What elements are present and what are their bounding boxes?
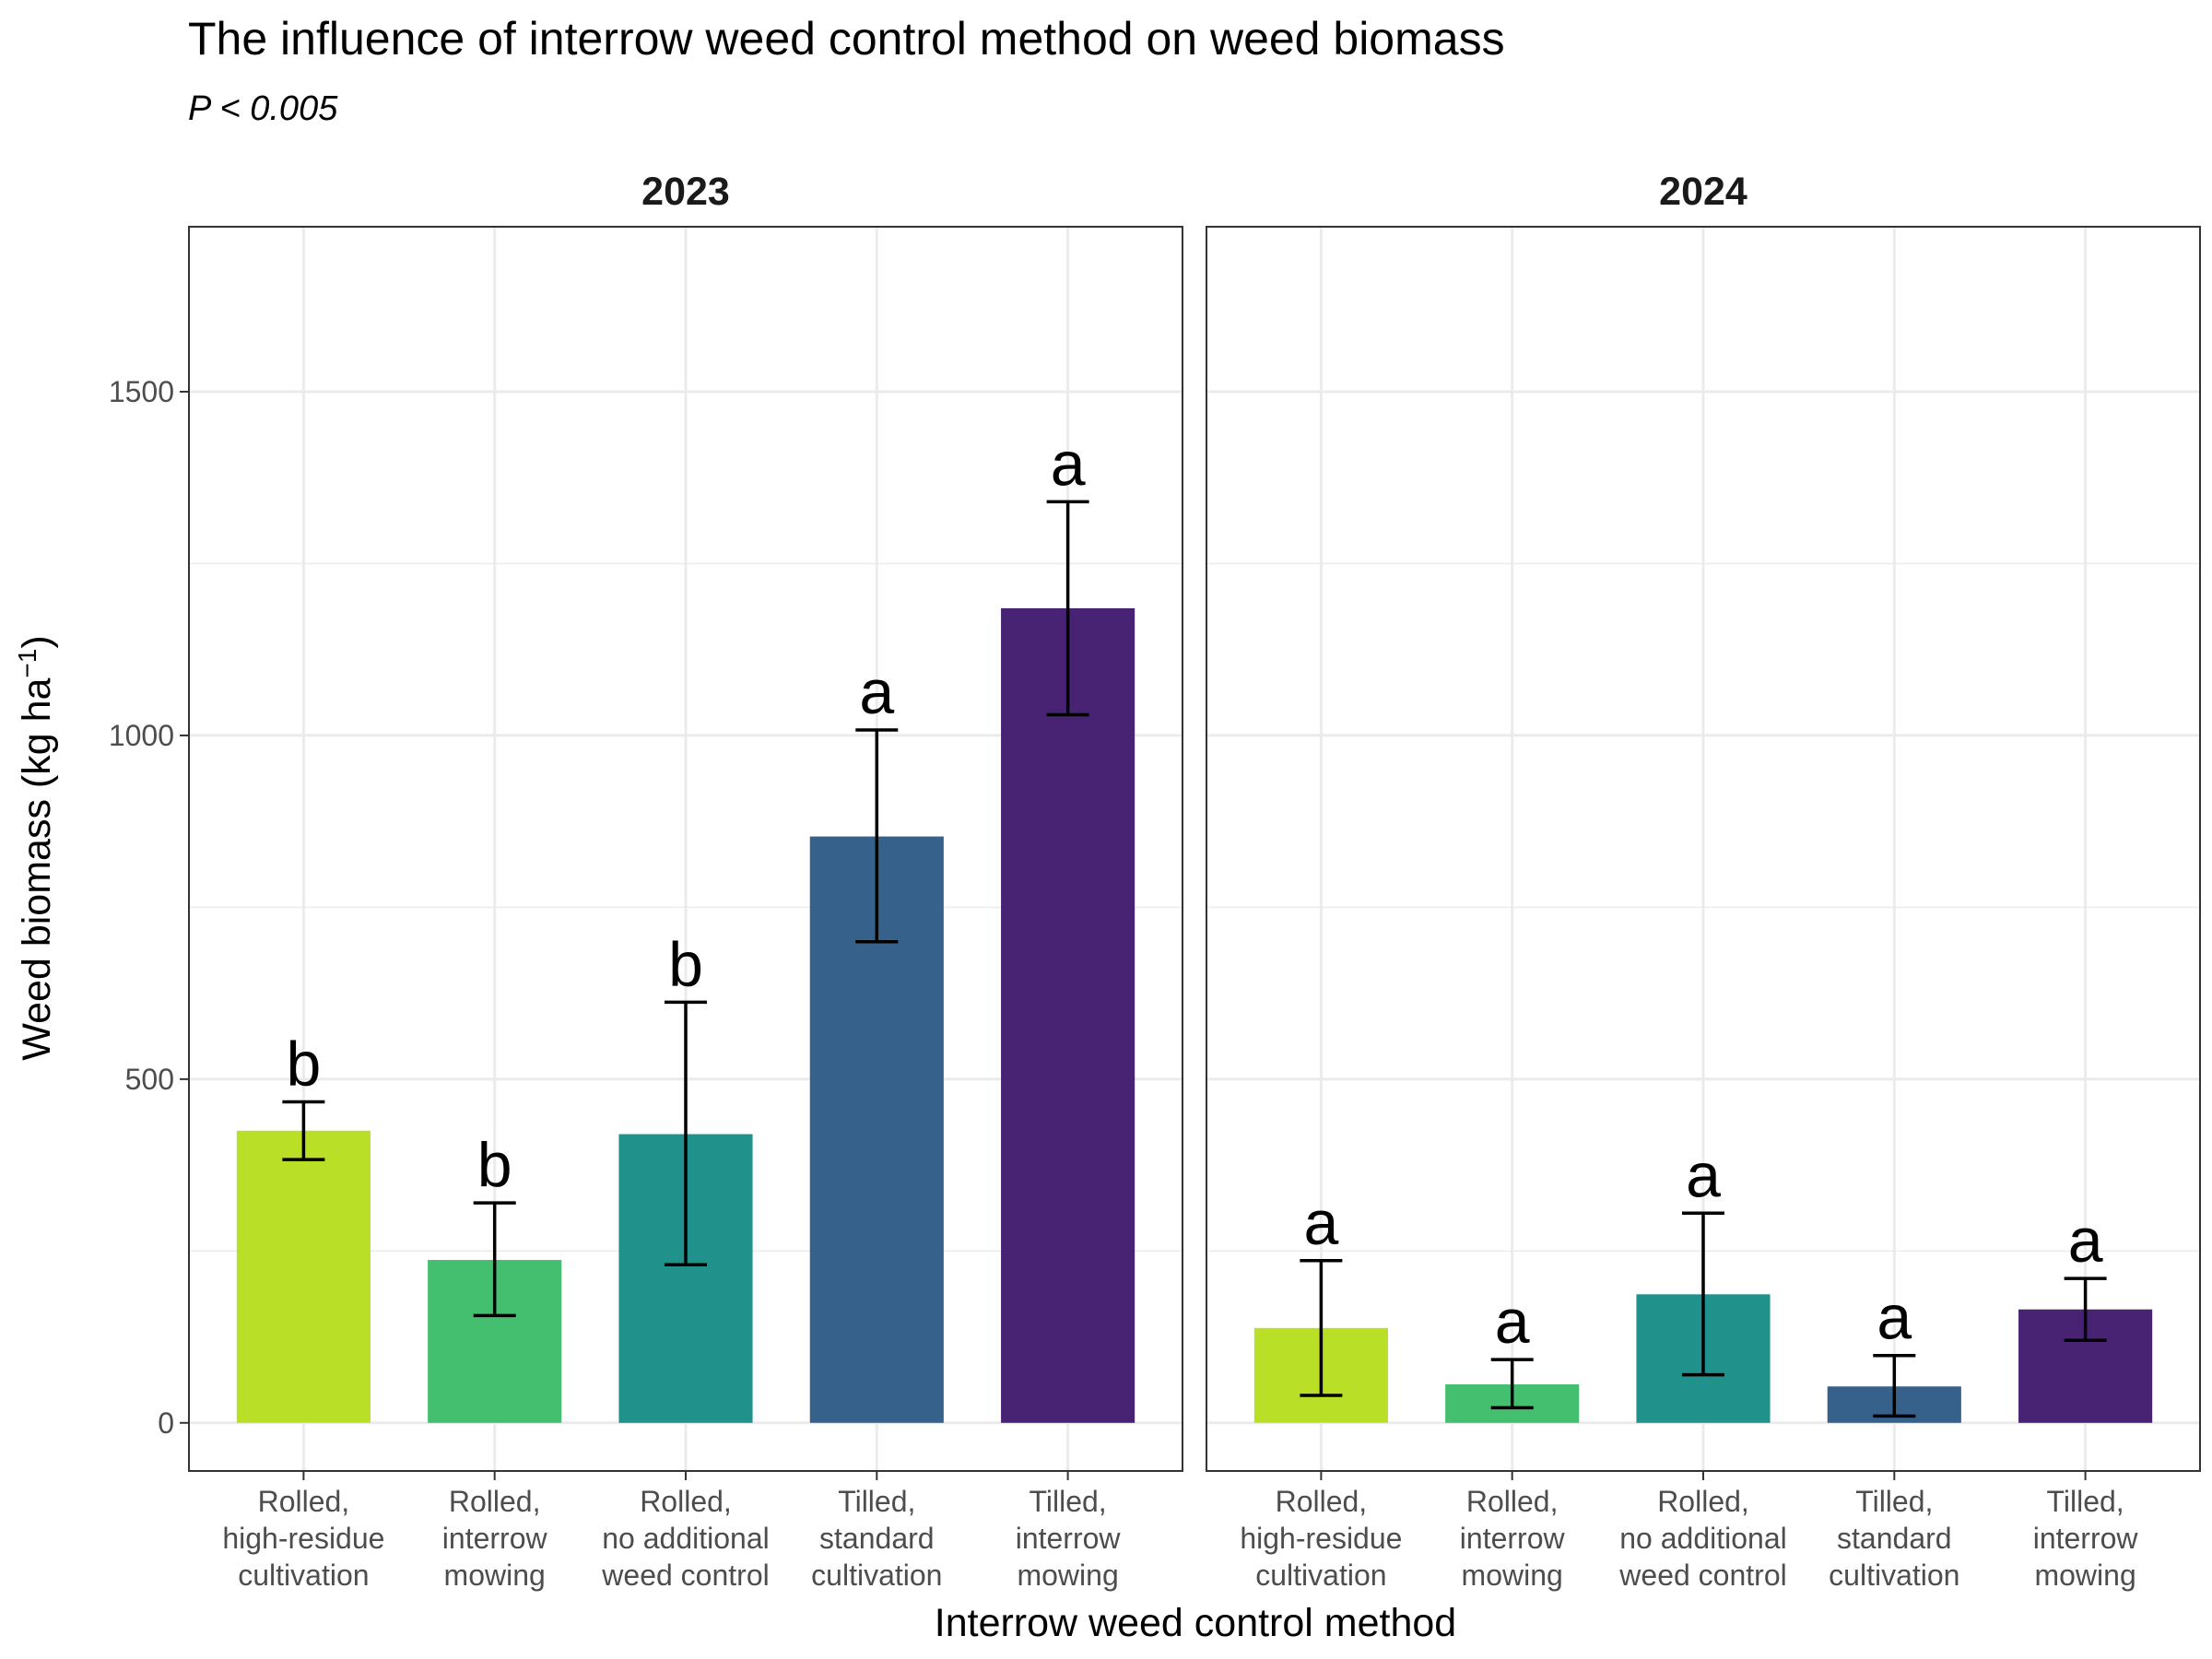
x-tick-label: Rolled, high-residue cultivation xyxy=(222,1485,384,1592)
x-tick-label: Tilled, standard cultivation xyxy=(811,1485,942,1592)
x-tick-label-line: standard xyxy=(819,1522,935,1555)
significance-letter: b xyxy=(477,1130,512,1200)
x-tick-label-line: Rolled, xyxy=(258,1485,350,1518)
chart-title: The influence of interrow weed control m… xyxy=(188,13,1505,65)
bar xyxy=(1001,607,1135,1423)
x-tick-label-line: standard xyxy=(1837,1522,1952,1555)
x-tick-label-line: no additional xyxy=(602,1522,769,1555)
y-tick-label: 1000 xyxy=(109,719,174,752)
x-tick-label: Rolled, interrow mowing xyxy=(1460,1485,1566,1592)
x-tick-label-line: cultivation xyxy=(1829,1559,1959,1592)
x-tick-label-line: interrow xyxy=(2033,1522,2139,1555)
x-tick-label-line: mowing xyxy=(1017,1559,1118,1592)
x-tick-label-line: cultivation xyxy=(238,1559,369,1592)
significance-letter: a xyxy=(1051,429,1086,499)
y-axis-title: Weed biomass (kg ha−1) xyxy=(13,635,60,1060)
x-tick-label-line: weed control xyxy=(1618,1559,1786,1592)
x-tick-label-line: Tilled, xyxy=(838,1485,915,1518)
y-axis-title-main: Weed biomass (kg ha xyxy=(15,678,59,1061)
x-tick-label-line: weed control xyxy=(601,1559,769,1592)
x-tick-label: Rolled, high-residue cultivation xyxy=(1240,1485,1402,1592)
x-tick-label-line: interrow xyxy=(1460,1522,1566,1555)
x-tick-label-line: Tilled, xyxy=(2047,1485,2124,1518)
x-tick-label: Rolled, no additional weed control xyxy=(601,1485,769,1592)
significance-letter: a xyxy=(1495,1287,1530,1357)
x-axis-title: Interrow weed control method xyxy=(935,1601,1456,1645)
x-tick-label: Tilled, interrow mowing xyxy=(1016,1485,1122,1592)
y-tick-label: 1500 xyxy=(109,375,174,408)
y-axis-title-superscript: −1 xyxy=(13,649,41,678)
facet-label: 2023 xyxy=(641,170,730,214)
significance-letter: a xyxy=(859,657,894,727)
significance-letter: a xyxy=(1877,1283,1912,1353)
x-tick-label-line: Tilled, xyxy=(1855,1485,1933,1518)
y-tick-label: 0 xyxy=(158,1406,174,1440)
x-tick-label: Tilled, interrow mowing xyxy=(2033,1485,2139,1592)
x-tick-label: Rolled, no additional weed control xyxy=(1618,1485,1786,1592)
x-tick-label-line: Rolled, xyxy=(449,1485,541,1518)
x-tick-label: Tilled, standard cultivation xyxy=(1829,1485,1959,1592)
x-tick-label-line: Rolled, xyxy=(1276,1485,1368,1518)
x-tick-label: Rolled, interrow mowing xyxy=(442,1485,548,1592)
significance-letter: a xyxy=(2068,1206,2103,1276)
x-tick-label-line: Rolled, xyxy=(640,1485,732,1518)
y-tick-label: 500 xyxy=(125,1063,174,1096)
x-tick-label-line: interrow xyxy=(442,1522,548,1555)
significance-letter: a xyxy=(1303,1188,1338,1258)
significance-letter: a xyxy=(1686,1140,1721,1210)
significance-letter: b xyxy=(286,1029,321,1099)
chart-subtitle: P < 0.005 xyxy=(188,89,338,128)
x-tick-label-line: Tilled, xyxy=(1030,1485,1107,1518)
y-axis-title-close: ) xyxy=(15,635,59,648)
significance-letter: b xyxy=(668,929,703,999)
x-tick-label-line: cultivation xyxy=(1255,1559,1386,1592)
facet-label: 2024 xyxy=(1659,170,1747,214)
x-tick-label-line: cultivation xyxy=(811,1559,942,1592)
x-tick-label-line: high-residue xyxy=(1240,1522,1402,1555)
x-tick-label-line: Rolled, xyxy=(1466,1485,1559,1518)
x-tick-label-line: high-residue xyxy=(222,1522,384,1555)
x-tick-label-line: Rolled, xyxy=(1657,1485,1749,1518)
x-tick-label-line: mowing xyxy=(1462,1559,1563,1592)
bar xyxy=(236,1130,371,1423)
x-tick-label-line: mowing xyxy=(444,1559,546,1592)
x-tick-label-line: interrow xyxy=(1016,1522,1122,1555)
x-tick-label-line: mowing xyxy=(2034,1559,2136,1592)
x-tick-label-line: no additional xyxy=(1619,1522,1786,1555)
